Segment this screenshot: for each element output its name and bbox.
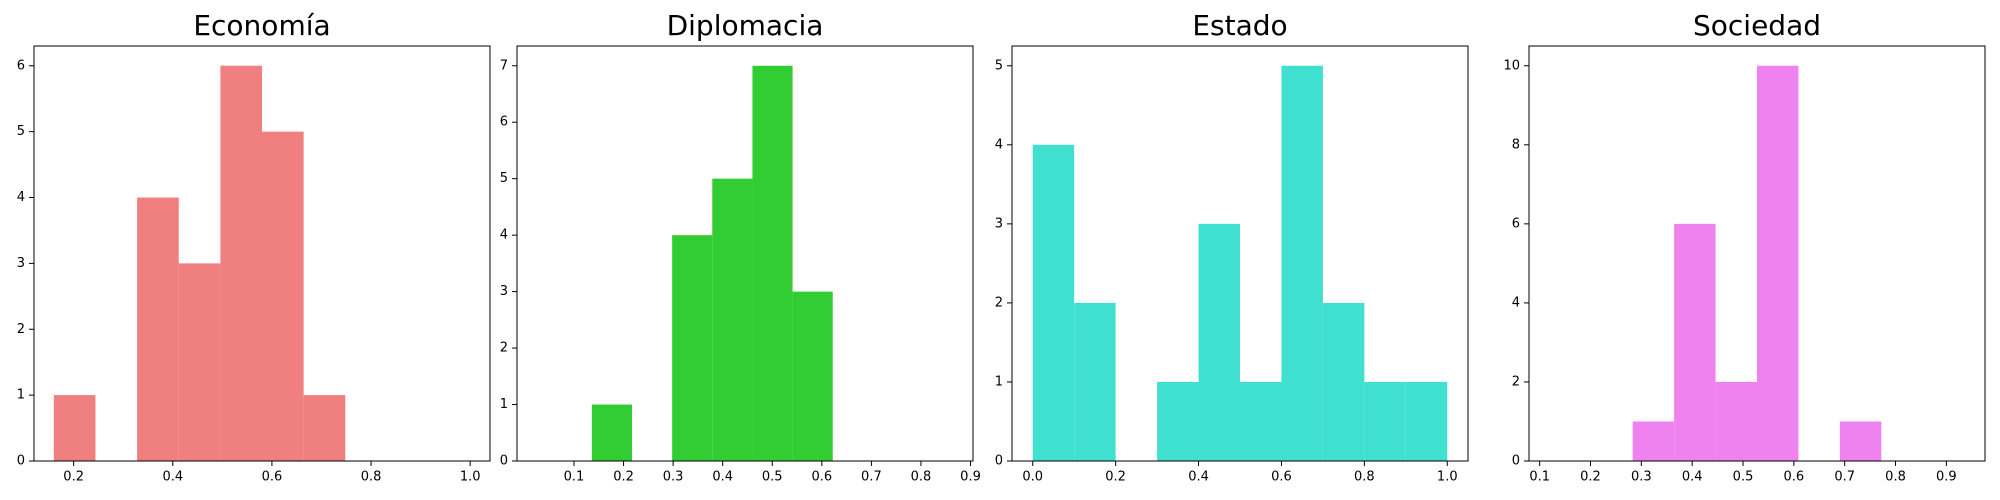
chart-title: Economía xyxy=(193,9,330,42)
y-tick-label: 4 xyxy=(1512,295,1520,310)
x-tick-label: 1.0 xyxy=(460,470,481,485)
y-tick-label: 4 xyxy=(500,228,508,243)
y-tick-label: 3 xyxy=(500,284,508,299)
x-tick-label: 0.4 xyxy=(1682,470,1703,485)
y-tick-label: 5 xyxy=(995,58,1003,73)
bar xyxy=(1405,381,1448,461)
y-tick-label: 0 xyxy=(500,454,508,469)
y-tick-label: 2 xyxy=(1512,374,1520,389)
bar xyxy=(752,65,793,461)
x-tick-label: 0.2 xyxy=(63,470,84,485)
bar xyxy=(1757,65,1799,461)
bar xyxy=(1674,223,1716,461)
y-tick-label: 5 xyxy=(17,124,25,139)
bar xyxy=(1032,144,1075,462)
bar xyxy=(1839,421,1882,461)
x-tick-label: 0.5 xyxy=(762,470,783,485)
x-tick-label: 0.3 xyxy=(1631,470,1652,485)
chart-title: Estado xyxy=(1192,9,1287,42)
x-tick-label: 0.8 xyxy=(361,470,382,485)
y-tick-label: 7 xyxy=(500,58,508,73)
axes-frame xyxy=(33,45,491,462)
bar xyxy=(262,131,304,461)
bar xyxy=(591,404,632,461)
chart-title: Sociedad xyxy=(1693,9,1821,42)
bar xyxy=(1157,381,1199,461)
axes-frame xyxy=(1011,45,1469,462)
bar xyxy=(220,65,262,461)
bar xyxy=(1632,421,1675,461)
bar xyxy=(1198,223,1240,461)
axes-frame xyxy=(516,45,974,462)
y-tick-label: 6 xyxy=(500,115,508,130)
bar xyxy=(137,197,179,461)
x-tick-label: 0.7 xyxy=(861,470,882,485)
y-tick-label: 0 xyxy=(995,454,1003,469)
x-tick-label: 0.1 xyxy=(1529,470,1550,485)
x-tick-label: 0.6 xyxy=(811,470,832,485)
bar xyxy=(792,291,833,461)
bar xyxy=(53,395,96,461)
x-tick-label: 0.8 xyxy=(1354,470,1375,485)
y-tick-label: 4 xyxy=(17,190,25,205)
axes-frame xyxy=(1528,45,1986,462)
x-tick-label: 0.9 xyxy=(1936,470,1957,485)
x-tick-label: 0.7 xyxy=(1834,470,1855,485)
x-tick-label: 0.9 xyxy=(960,470,981,485)
x-tick-label: 0.4 xyxy=(162,470,183,485)
bar xyxy=(1240,381,1282,461)
y-tick-label: 3 xyxy=(17,256,25,271)
bar xyxy=(1715,381,1757,461)
x-tick-label: 0.3 xyxy=(663,470,684,485)
y-tick-label: 1 xyxy=(17,388,25,403)
y-tick-label: 0 xyxy=(1512,454,1520,469)
y-tick-label: 1 xyxy=(995,374,1003,389)
x-tick-label: 1.0 xyxy=(1437,470,1458,485)
y-tick-label: 2 xyxy=(995,295,1003,310)
x-tick-label: 0.1 xyxy=(564,470,585,485)
y-tick-label: 6 xyxy=(17,58,25,73)
y-tick-label: 6 xyxy=(1512,216,1520,231)
y-tick-label: 0 xyxy=(17,454,25,469)
x-tick-label: 0.4 xyxy=(1188,470,1209,485)
x-tick-label: 0.6 xyxy=(1271,470,1292,485)
y-tick-label: 8 xyxy=(1512,137,1520,152)
bar xyxy=(1074,302,1116,461)
y-tick-label: 10 xyxy=(1503,58,1520,73)
y-tick-label: 3 xyxy=(995,216,1003,231)
x-tick-label: 0.0 xyxy=(1022,470,1043,485)
x-tick-label: 0.2 xyxy=(613,470,634,485)
x-tick-label: 0.4 xyxy=(712,470,733,485)
bar xyxy=(1364,381,1406,461)
y-tick-label: 5 xyxy=(500,171,508,186)
y-tick-label: 2 xyxy=(500,341,508,356)
bar xyxy=(672,235,713,461)
y-tick-label: 2 xyxy=(17,322,25,337)
bar xyxy=(712,178,753,461)
bar xyxy=(1281,65,1323,461)
x-tick-label: 0.5 xyxy=(1733,470,1754,485)
x-tick-label: 0.6 xyxy=(262,470,283,485)
chart-title: Diplomacia xyxy=(667,9,824,42)
x-tick-label: 0.2 xyxy=(1105,470,1126,485)
y-tick-label: 1 xyxy=(500,397,508,412)
x-tick-label: 0.6 xyxy=(1784,470,1805,485)
x-tick-label: 0.8 xyxy=(911,470,932,485)
bar xyxy=(178,263,221,461)
y-tick-label: 4 xyxy=(995,137,1003,152)
x-tick-label: 0.2 xyxy=(1580,470,1601,485)
bar xyxy=(303,395,346,461)
x-tick-label: 0.8 xyxy=(1885,470,1906,485)
bar xyxy=(1322,302,1365,461)
